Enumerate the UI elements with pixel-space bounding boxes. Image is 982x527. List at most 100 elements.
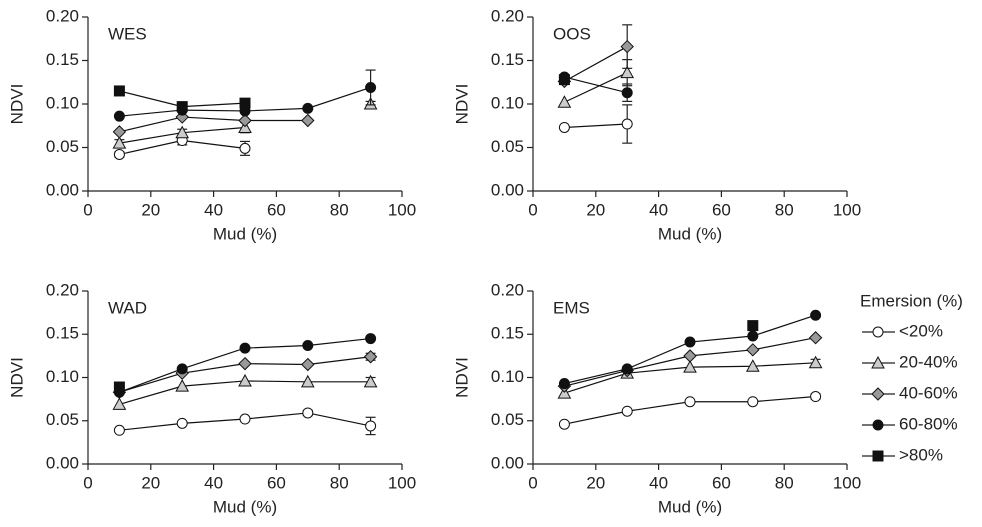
marker xyxy=(810,391,822,403)
y-tick-label: 0.10 xyxy=(491,93,524,112)
panel-title: OOS xyxy=(553,24,591,43)
panel-title: EMS xyxy=(553,298,590,317)
marker xyxy=(302,407,314,419)
marker xyxy=(620,39,634,54)
x-tick-label: 60 xyxy=(267,200,286,219)
x-tick-label: 0 xyxy=(83,473,92,492)
x-tick-label: 60 xyxy=(712,473,731,492)
marker xyxy=(239,97,251,109)
y-tick-label: 0.05 xyxy=(46,137,79,156)
marker xyxy=(747,330,759,342)
marker xyxy=(238,373,252,387)
y-tick-label: 0.00 xyxy=(46,453,79,472)
y-axis-label: NDVI xyxy=(7,357,26,398)
y-axis-label: NDVI xyxy=(452,357,471,398)
marker xyxy=(620,65,635,79)
marker xyxy=(621,118,633,130)
x-tick-label: 60 xyxy=(712,200,731,219)
marker xyxy=(300,374,315,388)
series-line xyxy=(564,123,628,129)
marker xyxy=(112,125,127,139)
legend-title: Emersion (%) xyxy=(860,291,963,310)
x-tick-label: 40 xyxy=(649,473,668,492)
marker xyxy=(302,102,314,114)
marker xyxy=(745,359,760,372)
y-tick-label: 0.15 xyxy=(491,324,524,343)
panel-title: WES xyxy=(108,24,147,43)
marker xyxy=(175,379,190,392)
marker xyxy=(810,309,822,321)
marker xyxy=(558,378,570,390)
x-tick-label: 80 xyxy=(775,200,794,219)
marker xyxy=(683,349,697,363)
x-tick-label: 80 xyxy=(330,473,349,492)
panel-title: WAD xyxy=(108,298,147,317)
series-line xyxy=(564,46,628,82)
legend-label: 40-60% xyxy=(899,383,958,402)
x-tick-label: 20 xyxy=(141,200,160,219)
marker xyxy=(365,81,377,93)
x-axis-label: Mud (%) xyxy=(658,497,722,516)
marker xyxy=(363,350,378,364)
marker xyxy=(746,343,760,357)
series-line xyxy=(564,72,628,103)
x-tick-label: 40 xyxy=(649,200,668,219)
y-tick-label: 0.05 xyxy=(491,137,524,156)
y-tick-label: 0.15 xyxy=(46,324,79,343)
x-tick-label: 100 xyxy=(388,473,416,492)
y-tick-label: 0.00 xyxy=(491,180,524,199)
marker xyxy=(871,355,885,369)
marker xyxy=(302,339,314,351)
x-tick-label: 80 xyxy=(775,473,794,492)
x-axis-label: Mud (%) xyxy=(213,497,277,516)
x-tick-label: 20 xyxy=(586,200,605,219)
y-tick-label: 0.20 xyxy=(491,6,524,25)
x-tick-label: 20 xyxy=(141,473,160,492)
y-tick-label: 0.20 xyxy=(491,280,524,299)
x-axis-label: Mud (%) xyxy=(213,224,277,243)
marker xyxy=(621,405,633,417)
marker xyxy=(113,381,125,393)
legend-label: 20-40% xyxy=(899,352,958,371)
marker xyxy=(558,418,570,430)
marker xyxy=(872,419,884,431)
marker xyxy=(365,333,377,345)
legend-label: >80% xyxy=(899,445,943,464)
marker xyxy=(113,85,125,97)
marker xyxy=(112,136,127,149)
x-axis-label: Mud (%) xyxy=(658,224,722,243)
marker xyxy=(621,87,633,99)
y-tick-label: 0.05 xyxy=(46,410,79,429)
marker xyxy=(808,355,823,369)
y-tick-label: 0.00 xyxy=(46,180,79,199)
x-tick-label: 100 xyxy=(833,473,861,492)
x-tick-label: 0 xyxy=(83,200,92,219)
marker xyxy=(871,387,885,401)
y-tick-label: 0.15 xyxy=(491,50,524,69)
marker xyxy=(872,450,884,462)
marker xyxy=(872,326,884,338)
marker xyxy=(239,342,251,354)
marker xyxy=(684,336,696,348)
marker xyxy=(239,413,251,425)
marker xyxy=(113,424,125,436)
x-tick-label: 80 xyxy=(330,200,349,219)
x-tick-label: 40 xyxy=(204,200,223,219)
marker xyxy=(176,417,188,429)
marker xyxy=(558,121,570,133)
y-tick-label: 0.20 xyxy=(46,280,79,299)
y-tick-label: 0.00 xyxy=(491,453,524,472)
x-tick-label: 40 xyxy=(204,473,223,492)
marker xyxy=(363,374,378,388)
x-tick-label: 60 xyxy=(267,473,286,492)
marker xyxy=(621,363,633,375)
marker xyxy=(684,396,696,408)
marker xyxy=(747,320,759,332)
legend-label: <20% xyxy=(899,321,943,340)
y-axis-label: NDVI xyxy=(7,84,26,125)
y-tick-label: 0.15 xyxy=(46,50,79,69)
marker xyxy=(557,95,572,108)
marker xyxy=(238,356,252,371)
marker xyxy=(176,101,188,113)
